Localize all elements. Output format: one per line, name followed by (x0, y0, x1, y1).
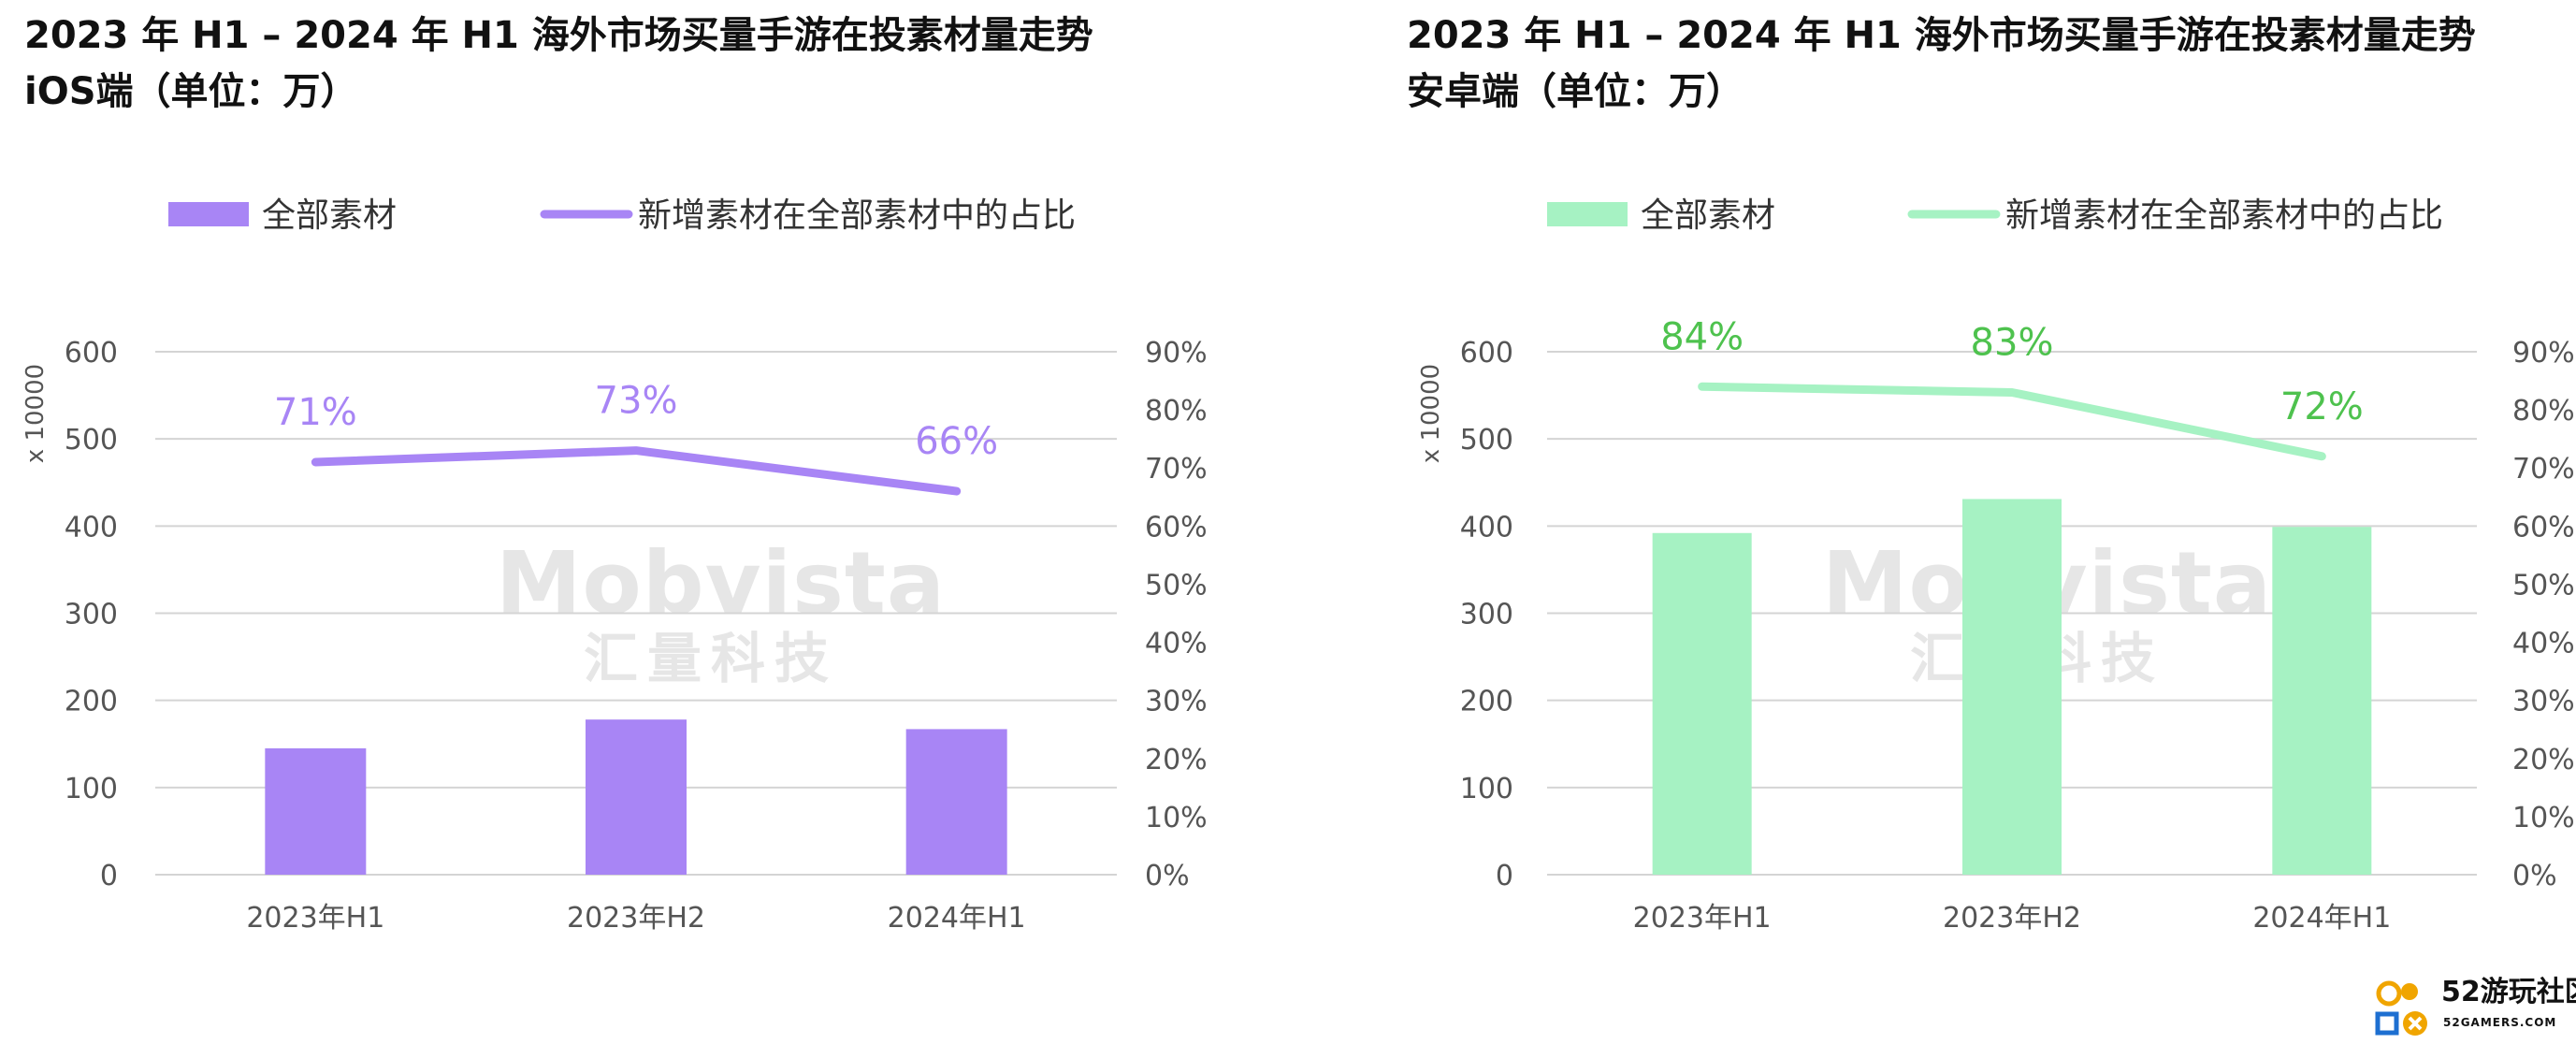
x-axis-tick-label: 2023年H1 (246, 902, 384, 935)
bar (1652, 532, 1752, 875)
y-axis-tick-label: 200 (65, 686, 118, 718)
legend-label: 全部素材 (1641, 196, 1775, 235)
legend-swatch-bar (1547, 202, 1628, 226)
y2-axis-tick-label: 90% (1145, 337, 1208, 370)
x-axis-tick-label: 2023年H2 (567, 902, 705, 935)
y2-axis-tick-label: 20% (1145, 744, 1208, 776)
line-point (1700, 385, 1703, 388)
y2-axis-tick-label: 20% (2512, 744, 2575, 776)
android-chart-panel: 2023 年 H1 – 2024 年 H1 海外市场买量手游在投素材量走势 安卓… (1382, 0, 2576, 1044)
data-label: 71% (274, 391, 357, 434)
android-chart-title: 2023 年 H1 – 2024 年 H1 海外市场买量手游在投素材量走势 (1407, 14, 2476, 57)
y2-axis-tick-label: 10% (1145, 802, 1208, 834)
y-axis-tick-label: 300 (65, 599, 118, 631)
y2-axis-tick-label: 70% (2512, 453, 2575, 486)
legend-label: 新增素材在全部素材中的占比 (638, 196, 1076, 235)
ios-chart: 0 100 200 300 400 500 600 0% 10% 20% 30% 40% 50% 60% 7… (22, 196, 1208, 935)
line-point (2011, 391, 2013, 394)
android-chart: 0 100 200 300 400 500 600 0% 10% 20% 30% 40% 50% 60% 7… (1417, 196, 2575, 935)
ios-chart-subtitle: iOS端（单位：万） (24, 70, 358, 113)
x-axis-tick-label: 2023年H2 (1943, 902, 2081, 935)
y-axis-tick-label: 600 (1460, 337, 1513, 370)
data-label: 84% (1660, 315, 1744, 358)
x-axis-tick-label: 2023年H1 (1633, 902, 1772, 935)
y-axis-tick-label: 600 (65, 337, 118, 370)
y-axis-tick-label: 100 (1460, 773, 1513, 805)
legend-swatch-bar (168, 202, 249, 226)
y2-axis-tick-label: 30% (1145, 686, 1208, 718)
series-line (311, 446, 962, 496)
site-logo-subtext: 52GAMERS.COM (2443, 1016, 2557, 1029)
ios-chart-title: 2023 年 H1 – 2024 年 H1 海外市场买量手游在投素材量走势 (24, 14, 1093, 57)
site-logo[interactable]: 52游玩社区 52GAMERS.COM (2374, 973, 2576, 1044)
data-label: 66% (915, 420, 998, 463)
y2-axis-tick-label: 80% (2512, 395, 2575, 428)
y2-axis-tick-label: 60% (1145, 511, 1208, 544)
y2-axis-tick-label: 40% (2512, 628, 2575, 660)
y-axis-tick-label: 400 (65, 511, 118, 544)
y2-axis-tick-label: 40% (1145, 628, 1208, 660)
y-axis-tick-label: 400 (1460, 511, 1513, 544)
y-axis-label: x 10000 (1417, 364, 1445, 463)
y2-axis-tick-label: 30% (2512, 686, 2575, 718)
x-axis-tick-label: 2024年H1 (888, 902, 1026, 935)
site-logo-text: 52游玩社区 (2441, 976, 2576, 1008)
x-axis-tick-label: 2024年H1 (2252, 902, 2391, 935)
android-chart-subtitle: 安卓端（单位：万） (1407, 70, 1744, 113)
y-axis-tick-label: 100 (65, 773, 118, 805)
y-axis-tick-label: 200 (1460, 686, 1513, 718)
y-axis-tick-label: 0 (100, 860, 118, 892)
y2-axis-tick-label: 50% (2512, 569, 2575, 602)
bar (265, 747, 367, 875)
y-axis-tick-label: 300 (1460, 599, 1513, 631)
bar (1962, 499, 2062, 875)
bar (586, 719, 687, 875)
data-label: 73% (595, 380, 678, 423)
bar (905, 729, 1007, 875)
legend-label: 全部素材 (262, 196, 397, 235)
gamepad-symbols-icon (2375, 980, 2427, 1036)
y-axis-tick-label: 0 (1496, 860, 1513, 892)
bar (2272, 527, 2372, 875)
y2-axis-tick-label: 70% (1145, 453, 1208, 486)
line-point (635, 449, 637, 452)
y2-axis-tick-label: 10% (2512, 802, 2575, 834)
y-axis-label: x 10000 (22, 364, 50, 463)
line-point (955, 490, 958, 493)
y2-axis-tick-label: 90% (2512, 337, 2575, 370)
y2-axis-tick-label: 0% (1145, 860, 1190, 892)
line-point (314, 461, 317, 464)
legend-label: 新增素材在全部素材中的占比 (2005, 196, 2443, 235)
y2-axis-tick-label: 80% (1145, 395, 1208, 428)
y2-axis-tick-label: 50% (1145, 569, 1208, 602)
data-label: 83% (1971, 321, 2054, 364)
series-line (1698, 382, 2326, 461)
y2-axis-tick-label: 0% (2512, 860, 2557, 892)
line-point (2321, 455, 2323, 457)
y-axis-tick-label: 500 (1460, 424, 1513, 457)
data-label: 72% (2280, 385, 2364, 428)
y-axis-tick-label: 500 (65, 424, 118, 457)
ios-chart-panel: 2023 年 H1 – 2024 年 H1 海外市场买量手游在投素材量走势 iO… (22, 14, 1208, 935)
y2-axis-tick-label: 60% (2512, 511, 2575, 544)
